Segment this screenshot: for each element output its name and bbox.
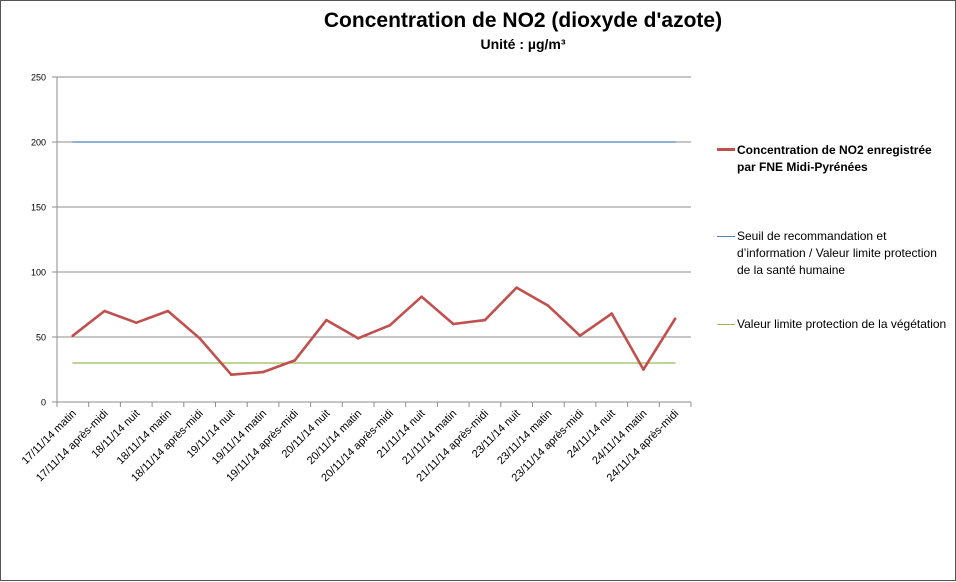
data-point-no2: [134, 321, 138, 325]
y-tick-label-100: 100: [31, 268, 46, 278]
data-point-no2: [578, 334, 582, 338]
legend-swatch-vegetation-limit: [717, 324, 735, 325]
data-point-no2: [261, 370, 265, 374]
legend-label-no2: Concentration de NO2 enregistrée par FNE…: [737, 143, 932, 174]
data-point-no2: [388, 324, 392, 327]
legend-swatch-no2: [717, 148, 735, 151]
chart-title: Concentration de NO2 (dioxyde d'azote): [323, 9, 723, 32]
data-point-no2: [198, 337, 201, 340]
data-point-no2: [103, 309, 106, 313]
legend-label-vegetation-limit: Valeur limite protection de la végétatio…: [737, 317, 947, 331]
data-point-no2: [293, 359, 297, 362]
data-point-no2: [325, 318, 328, 322]
data-point-no2: [610, 312, 614, 315]
y-tick-label-150: 150: [31, 203, 46, 213]
legend-swatch-health-limit: [717, 236, 735, 237]
y-tick-label-0: 0: [41, 398, 46, 408]
data-point-no2: [673, 317, 677, 321]
y-tick-label-250: 250: [31, 73, 46, 83]
series-line-0: [71, 286, 677, 377]
data-point-no2: [515, 286, 518, 289]
data-point-no2: [483, 318, 487, 322]
data-point-no2: [642, 368, 645, 371]
data-point-no2: [356, 337, 360, 340]
chart-subtitle: Unité : µg/m³: [480, 36, 566, 52]
data-point-no2: [547, 304, 550, 308]
data-point-no2: [166, 309, 170, 313]
data-point-no2: [71, 334, 75, 338]
y-tick-label-50: 50: [36, 333, 46, 343]
x-tick-label: 17/11/14 matin: [20, 408, 79, 467]
data-point-no2: [230, 373, 233, 377]
data-point-no2: [451, 322, 455, 326]
y-tick-label-200: 200: [31, 138, 46, 148]
data-point-no2: [420, 295, 423, 299]
legend-label-health-limit: Seuil de recommandation et d’information…: [737, 229, 937, 277]
